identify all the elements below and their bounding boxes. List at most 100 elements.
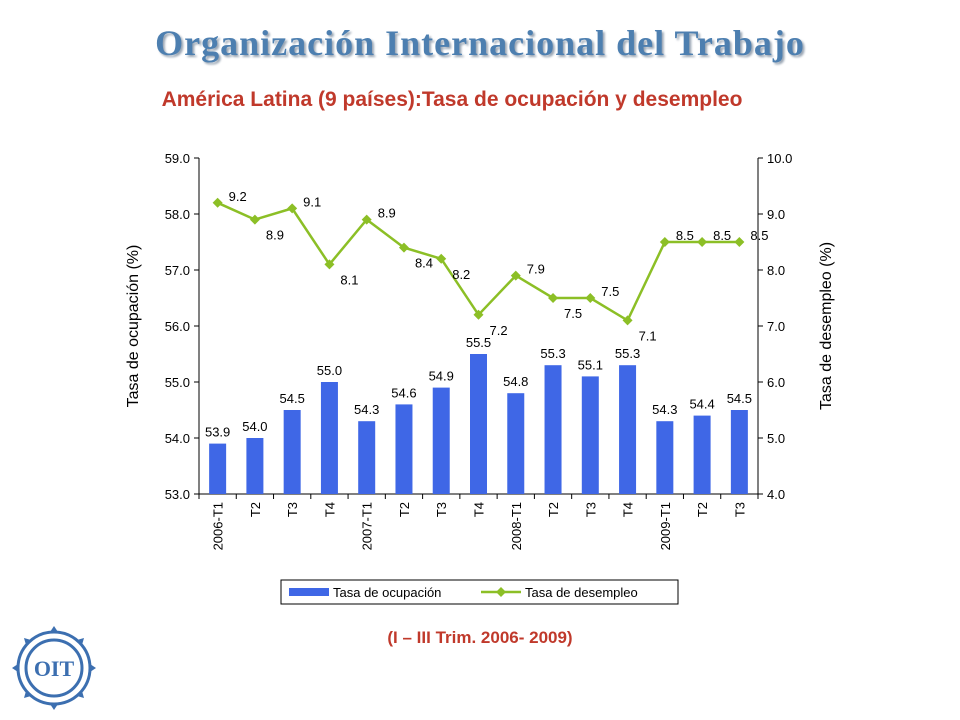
y-tick-label-right: 8.0 xyxy=(767,263,785,278)
y-tick-label-left: 58.0 xyxy=(165,207,190,222)
bar xyxy=(619,365,637,494)
x-tick-label: 2006-T1 xyxy=(211,502,226,550)
line-data-label: 9.2 xyxy=(229,189,247,204)
y-tick-label-left: 55.0 xyxy=(165,375,190,390)
line-point xyxy=(473,309,484,320)
bar xyxy=(209,443,227,494)
bar xyxy=(470,354,487,494)
line-data-label: 9.1 xyxy=(303,194,321,209)
y-tick-label-right: 7.0 xyxy=(767,319,785,334)
x-tick-label: T2 xyxy=(248,502,263,517)
line-point xyxy=(249,214,260,225)
bar-data-label: 55.5 xyxy=(466,335,491,350)
line-point xyxy=(436,253,447,264)
line-point xyxy=(398,242,409,253)
x-tick-label: T4 xyxy=(621,502,636,517)
bar xyxy=(507,393,525,494)
bar-data-label: 54.8 xyxy=(503,374,528,389)
line-point xyxy=(510,270,521,281)
line-data-label: 8.5 xyxy=(713,228,731,243)
bar-data-label: 55.3 xyxy=(615,346,640,361)
bar-data-label: 54.9 xyxy=(429,369,454,384)
x-tick-label: T3 xyxy=(583,502,598,517)
y-tick-label-left: 59.0 xyxy=(165,151,190,166)
bar-data-label: 54.0 xyxy=(242,419,267,434)
line-series-desempleo xyxy=(217,201,740,323)
ilo-emblem-icon: OIT xyxy=(12,626,96,710)
org-title: Organización Internacional del Trabajo xyxy=(155,23,805,63)
line-point xyxy=(287,203,298,214)
bar-data-label: 54.6 xyxy=(391,385,416,400)
line-data-label: 7.5 xyxy=(564,306,582,321)
x-tick-label: 2009-T1 xyxy=(658,502,673,550)
line-point xyxy=(212,197,223,208)
y-tick-label-left: 53.0 xyxy=(165,487,190,502)
bar xyxy=(283,410,301,494)
legend-marker-desempleo xyxy=(496,587,506,597)
line-point xyxy=(697,237,708,247)
bar xyxy=(581,376,599,494)
line-point xyxy=(622,315,633,326)
line-point xyxy=(361,214,372,225)
y-tick-label-left: 57.0 xyxy=(165,263,190,278)
x-tick-label: 2008-T1 xyxy=(509,502,524,550)
y-tick-label-left: 54.0 xyxy=(165,431,190,446)
legend-swatch-ocupacion xyxy=(289,588,329,596)
legend xyxy=(280,579,679,605)
y-tick-label-right: 6.0 xyxy=(767,375,785,390)
bar-data-label: 55.0 xyxy=(317,363,342,378)
line-point xyxy=(734,237,745,247)
line-data-label: 8.5 xyxy=(750,228,768,243)
bar-data-label: 54.3 xyxy=(652,402,677,417)
x-tick-label: T2 xyxy=(397,502,412,517)
line-data-label: 8.9 xyxy=(266,228,284,243)
bar-data-label: 54.5 xyxy=(727,391,752,406)
chart-subtitle: América Latina (9 países):Tasa de ocupac… xyxy=(161,88,743,111)
x-tick-label: T3 xyxy=(732,502,747,517)
legend-label-desempleo: Tasa de desempleo xyxy=(525,585,638,600)
y-axis-title-right: Tasa de desempleo (%) xyxy=(818,242,835,410)
line-data-label: 7.9 xyxy=(527,262,545,277)
bar xyxy=(246,438,264,494)
line-point xyxy=(548,293,559,303)
bar-data-label: 53.9 xyxy=(205,425,230,440)
bar-data-label: 55.3 xyxy=(540,346,565,361)
bar-data-label: 55.1 xyxy=(578,357,603,372)
y-tick-label-right: 4.0 xyxy=(767,487,785,502)
period-caption: (I – III Trim. 2006- 2009) xyxy=(387,628,573,647)
line-data-label: 8.1 xyxy=(340,272,358,287)
x-tick-label: T3 xyxy=(434,502,449,517)
bar xyxy=(320,382,338,494)
line-data-label: 7.1 xyxy=(639,328,657,343)
x-tick-label: T2 xyxy=(695,502,710,517)
bar-data-label: 54.4 xyxy=(689,397,714,412)
bar-data-label: 54.5 xyxy=(280,391,305,406)
bar xyxy=(395,404,413,494)
line-point xyxy=(585,293,596,303)
line-data-label: 7.5 xyxy=(601,284,619,299)
line-point xyxy=(324,259,335,270)
bar xyxy=(730,410,748,494)
logo-text: OIT xyxy=(34,656,75,681)
bar xyxy=(693,415,711,494)
bar xyxy=(656,421,674,494)
bar-data-label: 54.3 xyxy=(354,402,379,417)
x-tick-label: T4 xyxy=(472,502,487,517)
y-tick-label-right: 10.0 xyxy=(767,151,792,166)
line-data-label: 8.2 xyxy=(452,267,470,282)
bar xyxy=(544,365,562,494)
line-data-label: 8.5 xyxy=(676,228,694,243)
line-data-label: 7.2 xyxy=(490,323,508,338)
x-tick-label: 2007-T1 xyxy=(360,502,375,550)
y-tick-label-right: 5.0 xyxy=(767,431,785,446)
line-point xyxy=(659,237,670,247)
y-tick-label-left: 56.0 xyxy=(165,319,190,334)
line-data-label: 8.4 xyxy=(415,256,433,271)
x-tick-label: T2 xyxy=(546,502,561,517)
bar xyxy=(432,387,450,494)
x-tick-label: T4 xyxy=(322,502,337,517)
y-tick-label-right: 9.0 xyxy=(767,207,785,222)
x-tick-label: T3 xyxy=(285,502,300,517)
y-axis-title-left: Tasa de ocupación (%) xyxy=(125,245,142,408)
